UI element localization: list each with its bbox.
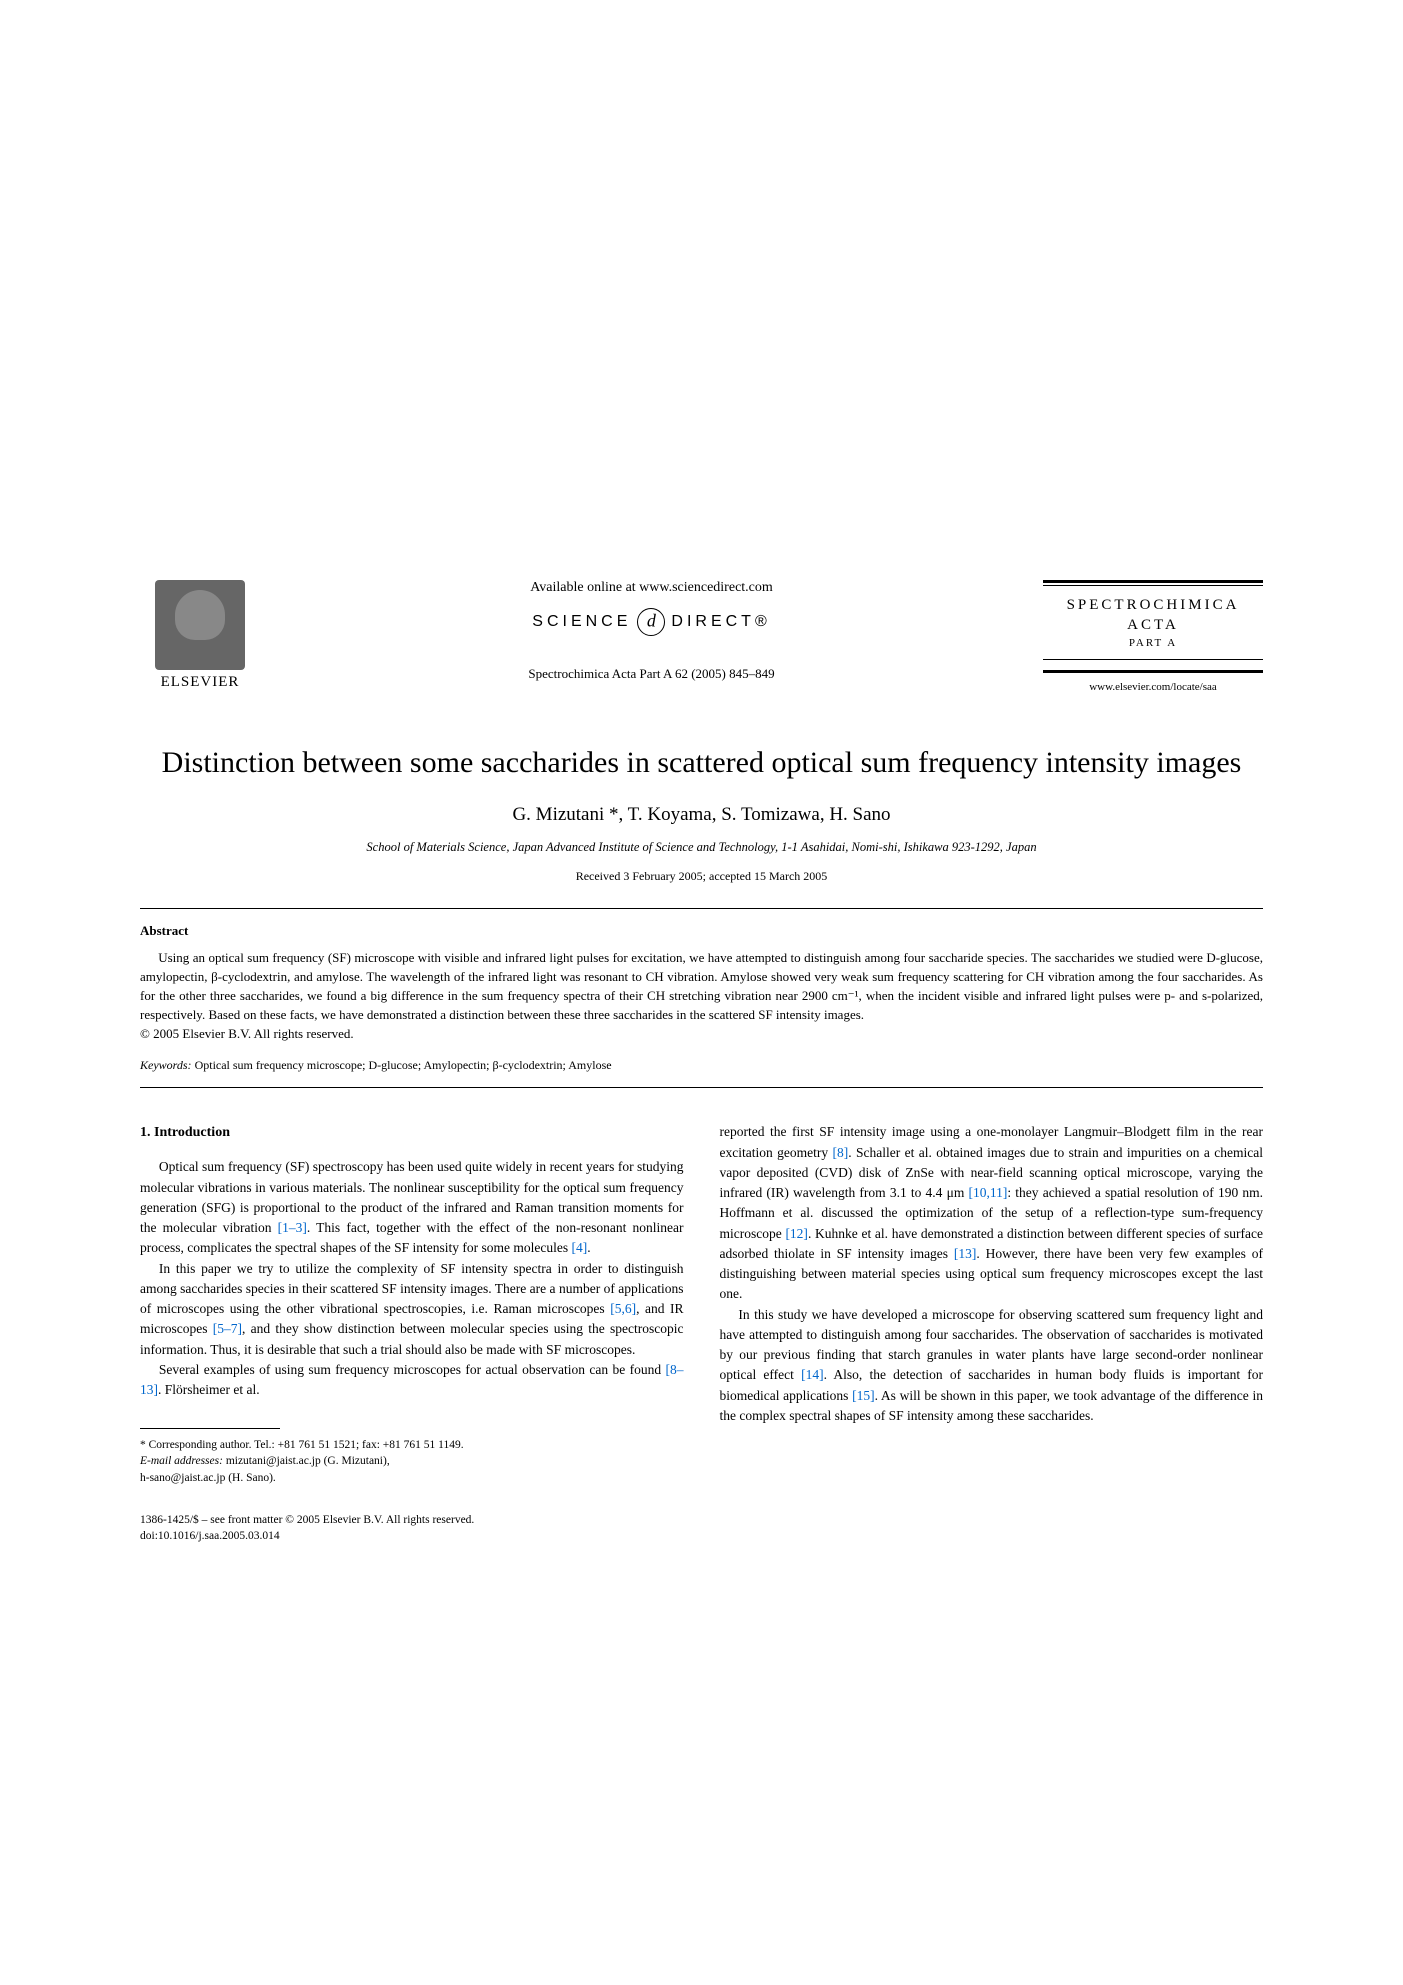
journal-reference: Spectrochimica Acta Part A 62 (2005) 845… (280, 666, 1023, 682)
p3-tail: . Flörsheimer et al. (158, 1382, 260, 1397)
keywords-label: Keywords: (140, 1058, 192, 1072)
section-1-heading: 1. Introduction (140, 1122, 684, 1143)
copyright-line: © 2005 Elsevier B.V. All rights reserved… (140, 1026, 1263, 1042)
email-label: E-mail addresses: (140, 1455, 223, 1467)
ref-5-6[interactable]: [5,6] (610, 1301, 636, 1316)
sciencedirect-logo: SCIENCE DIRECT® (280, 608, 1023, 636)
ref-8[interactable]: [8] (833, 1145, 849, 1160)
intro-para-3-cont: reported the first SF intensity image us… (720, 1122, 1264, 1304)
front-matter-line: 1386-1425/$ – see front matter © 2005 El… (140, 1512, 684, 1528)
body-columns: 1. Introduction Optical sum frequency (S… (140, 1122, 1263, 1543)
authors: G. Mizutani *, T. Koyama, S. Tomizawa, H… (140, 804, 1263, 826)
intro-para-3: Several examples of using sum frequency … (140, 1360, 684, 1401)
email-1: mizutani@jaist.ac.jp (G. Mizutani), (223, 1455, 390, 1467)
journal-box: SPECTROCHIMICA ACTA PART A www.elsevier.… (1043, 580, 1263, 693)
doi-line: doi:10.1016/j.saa.2005.03.014 (140, 1528, 684, 1544)
journal-rule-thin-bot (1043, 659, 1263, 660)
page-header: ELSEVIER Available online at www.science… (140, 580, 1263, 693)
email-2: h-sano@jaist.ac.jp (H. Sano). (140, 1470, 684, 1486)
ref-10-11[interactable]: [10,11] (969, 1185, 1008, 1200)
corresponding-author: * Corresponding author. Tel.: +81 761 51… (140, 1437, 684, 1453)
journal-part: PART A (1043, 637, 1263, 649)
ref-5-7[interactable]: [5–7] (213, 1321, 242, 1336)
footnotes: * Corresponding author. Tel.: +81 761 51… (140, 1437, 684, 1485)
ref-13[interactable]: [13] (954, 1246, 977, 1261)
affiliation: School of Materials Science, Japan Advan… (140, 840, 1263, 855)
sd-prefix: SCIENCE (532, 613, 631, 630)
sd-suffix: DIRECT® (671, 613, 770, 630)
footnote-rule (140, 1428, 280, 1429)
article-title: Distinction between some saccharides in … (140, 743, 1263, 782)
ref-15[interactable]: [15] (852, 1388, 875, 1403)
abstract-label: Abstract (140, 923, 1263, 939)
ref-14[interactable]: [14] (801, 1367, 824, 1382)
p2-text: In this paper we try to utilize the comp… (140, 1261, 684, 1317)
elsevier-tree-icon (155, 580, 245, 670)
journal-rule-bot (1043, 670, 1263, 673)
keywords-line: Keywords: Optical sum frequency microsco… (140, 1058, 1263, 1073)
abstract-text: Using an optical sum frequency (SF) micr… (140, 949, 1263, 1024)
intro-para-1: Optical sum frequency (SF) spectroscopy … (140, 1157, 684, 1258)
journal-url: www.elsevier.com/locate/saa (1043, 681, 1263, 693)
right-column: reported the first SF intensity image us… (720, 1122, 1264, 1543)
journal-rule-top (1043, 580, 1263, 583)
left-column: 1. Introduction Optical sum frequency (S… (140, 1122, 684, 1543)
ref-4[interactable]: [4] (572, 1240, 588, 1255)
elsevier-logo-block: ELSEVIER (140, 580, 260, 691)
journal-name-line1: SPECTROCHIMICA (1043, 596, 1263, 616)
doi-block: 1386-1425/$ – see front matter © 2005 El… (140, 1512, 684, 1544)
intro-para-2: In this paper we try to utilize the comp… (140, 1259, 684, 1360)
available-online-text: Available online at www.sciencedirect.co… (280, 580, 1023, 596)
divider-top (140, 908, 1263, 909)
center-header: Available online at www.sciencedirect.co… (260, 580, 1043, 682)
article-dates: Received 3 February 2005; accepted 15 Ma… (140, 869, 1263, 884)
ref-12[interactable]: [12] (785, 1226, 808, 1241)
journal-rule-thin-top (1043, 585, 1263, 586)
p3-text: Several examples of using sum frequency … (159, 1362, 666, 1377)
intro-para-4: In this study we have developed a micros… (720, 1305, 1264, 1427)
keywords-text: Optical sum frequency microscope; D-gluc… (192, 1058, 612, 1072)
ref-1-3[interactable]: [1–3] (278, 1220, 307, 1235)
p1-tail2: . (587, 1240, 590, 1255)
sd-at-icon (637, 608, 665, 636)
email-line: E-mail addresses: mizutani@jaist.ac.jp (… (140, 1453, 684, 1469)
elsevier-label: ELSEVIER (161, 674, 240, 691)
journal-name-line2: ACTA (1043, 616, 1263, 636)
divider-bottom (140, 1087, 1263, 1088)
